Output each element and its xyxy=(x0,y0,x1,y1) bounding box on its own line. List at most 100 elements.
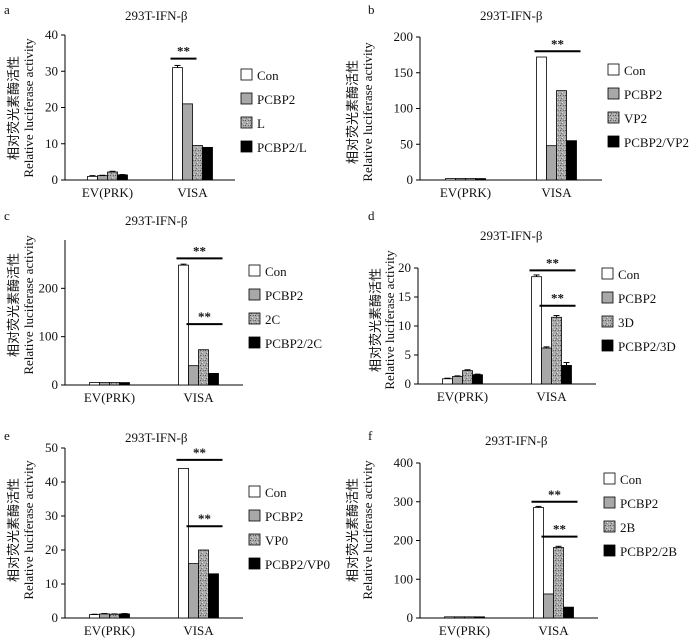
legend-label-c-2: 2C xyxy=(265,312,280,327)
bar-e-1-3 xyxy=(208,573,219,619)
legend-label-c-3: PCBP2/2C xyxy=(265,336,322,351)
y-tick-label-d-1: 5 xyxy=(405,347,412,362)
x-tick-label-f-0: EV(PRK) xyxy=(439,623,490,638)
y-tick-label-e-2: 20 xyxy=(45,542,58,557)
bar-c-0-0 xyxy=(89,382,100,386)
bar-d-1-3 xyxy=(561,365,572,385)
x-tick-label-e-0: EV(PRK) xyxy=(84,623,135,638)
bar-f-1-1 xyxy=(543,593,554,619)
y-tick-label-b-1: 50 xyxy=(400,136,413,151)
legend-label-b-2: VP2 xyxy=(624,111,647,126)
x-tick-label-c-0: EV(PRK) xyxy=(84,390,135,405)
legend-swatch-f-0 xyxy=(603,472,616,485)
x-tick-label-c-1: VISA xyxy=(183,390,214,405)
x-tick-label-d-1: VISA xyxy=(536,389,567,404)
legend-label-d-2: 3D xyxy=(618,315,634,330)
legend-swatch-d-1 xyxy=(601,291,614,304)
legend-swatch-f-2 xyxy=(603,520,616,533)
bar-c-1-1 xyxy=(188,365,199,386)
panel-letter-f: f xyxy=(368,428,373,443)
y-tick-label-a-2: 20 xyxy=(45,100,58,115)
legend-label-a-2: L xyxy=(257,116,265,131)
y-axis-label-en-d: Relative luciferase activity xyxy=(382,250,397,390)
x-tick-label-a-0: EV(PRK) xyxy=(82,185,133,200)
bar-e-0-2 xyxy=(109,613,120,619)
legend-label-e-3: PCBP2/VP0 xyxy=(265,557,330,572)
panel-f: f 293T-IFN-β 相对荧光素酶活性 Relative luciferas… xyxy=(345,428,677,638)
bar-c-0-1 xyxy=(99,382,110,386)
y-axis-label-en-b: Relative luciferase activity xyxy=(360,42,375,182)
legend-swatch-a-3 xyxy=(240,140,253,153)
bar-f-1-3 xyxy=(563,606,574,619)
y-tick-label-a-0: 0 xyxy=(52,172,59,187)
y-tick-label-d-4: 20 xyxy=(398,260,411,275)
y-tick-label-e-1: 10 xyxy=(45,576,58,591)
legend-swatch-b-1 xyxy=(607,87,620,100)
bar-d-1-1 xyxy=(541,347,552,385)
x-tick-label-b-0: EV(PRK) xyxy=(440,185,491,200)
y-tick-label-a-4: 40 xyxy=(45,27,58,42)
sig-label-f-1: ** xyxy=(553,522,566,537)
y-tick-label-f-0: 0 xyxy=(407,610,414,625)
bar-b-0-1 xyxy=(455,178,466,181)
bar-e-1-1 xyxy=(188,563,199,619)
y-axis-label-cn-b: 相对荧光素酶活性 xyxy=(345,60,361,164)
sig-label-c-0: ** xyxy=(193,243,206,258)
legend-label-b-0: Con xyxy=(624,63,646,78)
y-axis-label-en-e: Relative luciferase activity xyxy=(21,460,36,600)
legend-swatch-b-0 xyxy=(607,63,620,76)
bar-a-0-0 xyxy=(87,175,98,181)
legend-label-f-1: PCBP2 xyxy=(620,496,658,511)
y-tick-label-f-2: 200 xyxy=(394,533,414,548)
bar-f-0-2 xyxy=(464,616,475,619)
legend-label-a-0: Con xyxy=(257,68,279,83)
x-tick-label-b-1: VISA xyxy=(541,185,572,200)
legend-swatch-c-2 xyxy=(248,312,261,325)
legend-swatch-f-1 xyxy=(603,496,616,509)
y-tick-label-f-3: 300 xyxy=(394,494,414,509)
y-axis-label-cn-f: 相对荧光素酶活性 xyxy=(345,478,361,582)
bar-a-1-1 xyxy=(182,103,193,181)
y-axis-label-cn-a: 相对荧光素酶活性 xyxy=(6,56,22,160)
legend-label-b-3: PCBP2/VP2 xyxy=(624,135,689,150)
y-tick-label-c-1: 100 xyxy=(39,329,59,344)
legend-swatch-e-2 xyxy=(248,533,261,546)
sig-label-e-0: ** xyxy=(193,445,206,460)
sig-label-a-0: ** xyxy=(177,44,190,59)
y-tick-label-d-2: 10 xyxy=(398,318,411,333)
panel-title-a: 293T-IFN-β xyxy=(125,8,188,23)
bar-d-0-0 xyxy=(442,378,453,385)
panel-letter-a: a xyxy=(4,2,10,17)
bar-d-0-1 xyxy=(452,376,463,385)
legend-label-d-3: PCBP2/3D xyxy=(618,339,676,354)
legend-label-c-1: PCBP2 xyxy=(265,288,303,303)
legend-swatch-c-0 xyxy=(248,264,261,277)
legend-swatch-a-0 xyxy=(240,68,253,81)
panel-b: b 293T-IFN-β 相对荧光素酶活性 Relative luciferas… xyxy=(345,2,689,200)
legend-label-c-0: Con xyxy=(265,264,287,279)
x-tick-label-f-1: VISA xyxy=(538,623,569,638)
legend-label-a-1: PCBP2 xyxy=(257,92,295,107)
sig-label-b-0: ** xyxy=(551,36,564,51)
y-tick-label-f-1: 100 xyxy=(394,571,414,586)
y-axis-label-cn-e: 相对荧光素酶活性 xyxy=(6,478,22,582)
y-tick-label-c-2: 200 xyxy=(39,280,59,295)
sig-label-d-1: ** xyxy=(551,291,564,306)
panel-e: e 293T-IFN-β 相对荧光素酶活性 Relative luciferas… xyxy=(4,428,330,638)
bar-a-0-3 xyxy=(117,174,128,181)
panel-letter-e: e xyxy=(4,428,10,443)
y-tick-label-b-4: 200 xyxy=(394,29,414,44)
bar-b-1-1 xyxy=(546,145,557,181)
y-axis-label-en-a: Relative luciferase activity xyxy=(21,38,36,178)
panel-a: a 293T-IFN-β 相对荧光素酶活性 Relative luciferas… xyxy=(4,2,307,200)
legend-label-d-0: Con xyxy=(618,267,640,282)
bar-a-0-2 xyxy=(107,171,118,181)
bar-b-0-3 xyxy=(475,178,486,181)
x-tick-label-a-1: VISA xyxy=(177,185,208,200)
y-tick-label-b-2: 100 xyxy=(394,101,414,116)
bar-d-0-3 xyxy=(472,374,483,385)
legend-swatch-e-3 xyxy=(248,557,261,570)
panel-letter-b: b xyxy=(368,2,375,17)
y-axis-label-en-f: Relative luciferase activity xyxy=(360,460,375,600)
